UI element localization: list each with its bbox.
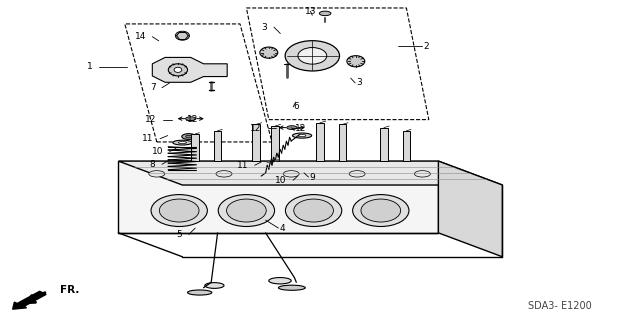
Ellipse shape — [175, 31, 189, 40]
Ellipse shape — [151, 195, 207, 226]
Ellipse shape — [298, 135, 306, 137]
Text: 12: 12 — [187, 115, 198, 124]
Text: 10: 10 — [152, 147, 163, 156]
Ellipse shape — [287, 126, 297, 130]
Text: 9: 9 — [309, 173, 315, 182]
Ellipse shape — [173, 140, 192, 145]
Ellipse shape — [186, 117, 196, 121]
Text: 13: 13 — [305, 7, 317, 16]
Ellipse shape — [353, 195, 409, 226]
Ellipse shape — [216, 171, 232, 177]
Ellipse shape — [186, 135, 192, 138]
Polygon shape — [118, 161, 502, 185]
Ellipse shape — [347, 56, 365, 67]
Ellipse shape — [415, 171, 431, 177]
Ellipse shape — [361, 199, 401, 222]
FancyBboxPatch shape — [271, 126, 279, 161]
Ellipse shape — [269, 278, 291, 284]
Ellipse shape — [294, 199, 333, 222]
Ellipse shape — [283, 171, 300, 177]
Text: 6: 6 — [294, 102, 300, 111]
Ellipse shape — [285, 41, 339, 71]
Text: 12: 12 — [250, 124, 261, 133]
Ellipse shape — [174, 67, 182, 72]
Ellipse shape — [292, 133, 312, 138]
Text: 14: 14 — [134, 32, 146, 41]
Text: SDA3- E1200: SDA3- E1200 — [528, 300, 592, 311]
Text: 4: 4 — [279, 224, 285, 233]
FancyBboxPatch shape — [252, 124, 260, 161]
Ellipse shape — [260, 47, 278, 58]
Ellipse shape — [227, 199, 266, 222]
Ellipse shape — [188, 290, 212, 295]
Polygon shape — [438, 161, 502, 257]
Ellipse shape — [319, 11, 331, 16]
Ellipse shape — [298, 48, 327, 64]
Text: 5: 5 — [177, 230, 182, 239]
Text: 8: 8 — [150, 160, 156, 169]
Text: 12: 12 — [294, 124, 306, 133]
Polygon shape — [152, 57, 227, 82]
FancyBboxPatch shape — [191, 134, 199, 161]
Ellipse shape — [149, 171, 165, 177]
Text: 12: 12 — [145, 115, 157, 124]
Polygon shape — [118, 161, 438, 233]
Ellipse shape — [205, 283, 224, 288]
FancyBboxPatch shape — [214, 131, 221, 161]
Text: 11: 11 — [237, 161, 248, 170]
Text: 10: 10 — [275, 176, 287, 185]
Ellipse shape — [278, 285, 305, 290]
Ellipse shape — [168, 64, 188, 76]
Text: 7: 7 — [150, 83, 156, 92]
Ellipse shape — [349, 171, 365, 177]
FancyArrow shape — [13, 291, 46, 309]
Ellipse shape — [285, 195, 342, 226]
FancyBboxPatch shape — [316, 123, 324, 161]
Text: 3: 3 — [262, 23, 268, 32]
Ellipse shape — [218, 195, 275, 226]
Text: 1: 1 — [87, 63, 93, 71]
Text: 2: 2 — [423, 42, 429, 51]
Text: FR.: FR. — [60, 285, 79, 295]
Text: 3: 3 — [356, 78, 362, 87]
FancyBboxPatch shape — [380, 128, 388, 161]
Text: 11: 11 — [142, 134, 154, 143]
FancyBboxPatch shape — [403, 131, 410, 161]
Ellipse shape — [178, 142, 187, 144]
Ellipse shape — [159, 199, 199, 222]
Ellipse shape — [182, 134, 196, 139]
FancyBboxPatch shape — [339, 124, 346, 161]
